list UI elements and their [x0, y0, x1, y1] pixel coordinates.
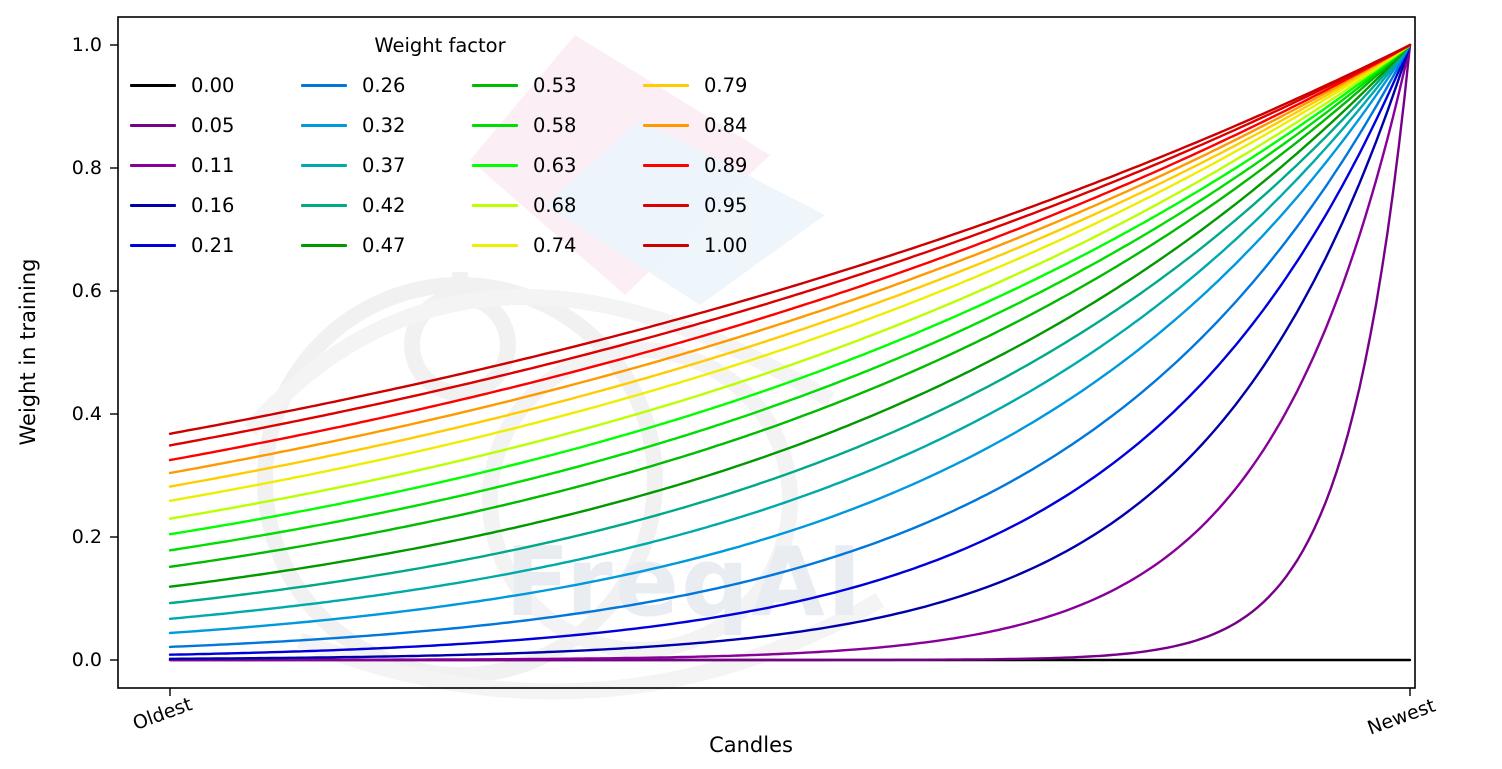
legend: Weight factor 0.00 0.26 0.53 0.79 0.05 0.32 0.…: [130, 34, 814, 257]
legend-label: 0.84: [704, 114, 748, 137]
legend-item: 0.68: [472, 194, 643, 217]
legend-line-sample: [643, 84, 689, 87]
legend-line-sample: [643, 164, 689, 167]
legend-label: 0.58: [533, 114, 577, 137]
legend-item: 0.37: [301, 154, 472, 177]
y-tick-label: 0.6: [71, 280, 102, 302]
legend-line-sample: [472, 84, 518, 87]
legend-label: 0.26: [362, 74, 406, 97]
y-tick-label: 0.4: [71, 403, 102, 425]
legend-item: 0.79: [643, 74, 814, 97]
legend-label: 0.42: [362, 194, 406, 217]
y-tick-label: 0.0: [71, 649, 102, 671]
legend-label: 0.53: [533, 74, 577, 97]
legend-label: 0.16: [191, 194, 235, 217]
legend-line-sample: [643, 124, 689, 127]
legend-item: 0.74: [472, 234, 643, 257]
legend-item: 0.21: [130, 234, 301, 257]
legend-label: 0.11: [191, 154, 235, 177]
legend-item: 0.32: [301, 114, 472, 137]
legend-item: 0.16: [130, 194, 301, 217]
legend-grid: 0.00 0.26 0.53 0.79 0.05 0.32 0.58 0.84 0.11 0.37…: [130, 74, 814, 257]
legend-line-sample: [130, 84, 176, 87]
legend-item: 0.89: [643, 154, 814, 177]
legend-line-sample: [472, 164, 518, 167]
legend-line-sample: [130, 164, 176, 167]
legend-item: 0.05: [130, 114, 301, 137]
legend-label: 0.37: [362, 154, 406, 177]
y-axis-label: Weight in training: [16, 258, 40, 446]
legend-item: 0.11: [130, 154, 301, 177]
legend-label: 0.95: [704, 194, 748, 217]
legend-line-sample: [301, 84, 347, 87]
x-axis-label: Candles: [709, 733, 793, 757]
legend-item: 1.00: [643, 234, 814, 257]
y-tick-label: 0.2: [71, 526, 102, 548]
legend-title: Weight factor: [374, 34, 506, 57]
legend-line-sample: [130, 244, 176, 247]
legend-item: 0.00: [130, 74, 301, 97]
legend-line-sample: [472, 204, 518, 207]
legend-line-sample: [130, 204, 176, 207]
legend-label: 0.00: [191, 74, 235, 97]
legend-label: 0.32: [362, 114, 406, 137]
legend-label: 0.47: [362, 234, 406, 257]
watermark-stopwatch-outline: [243, 272, 884, 700]
legend-item: 0.26: [301, 74, 472, 97]
legend-line-sample: [301, 244, 347, 247]
legend-label: 0.74: [533, 234, 577, 257]
legend-line-sample: [130, 124, 176, 127]
legend-item: 0.53: [472, 74, 643, 97]
legend-label: 0.21: [191, 234, 235, 257]
legend-item: 0.42: [301, 194, 472, 217]
watermark-text: FreqAI: [505, 528, 864, 638]
legend-line-sample: [301, 124, 347, 127]
legend-line-sample: [301, 204, 347, 207]
legend-line-sample: [643, 204, 689, 207]
legend-item: 0.47: [301, 234, 472, 257]
legend-label: 1.00: [704, 234, 748, 257]
legend-label: 0.63: [533, 154, 577, 177]
legend-item: 0.84: [643, 114, 814, 137]
legend-label: 0.05: [191, 114, 235, 137]
y-tick-label: 0.8: [71, 157, 102, 179]
legend-item: 0.58: [472, 114, 643, 137]
legend-label: 0.68: [533, 194, 577, 217]
legend-item: 0.95: [643, 194, 814, 217]
legend-line-sample: [643, 244, 689, 247]
legend-label: 0.89: [704, 154, 748, 177]
legend-item: 0.63: [472, 154, 643, 177]
legend-line-sample: [301, 164, 347, 167]
legend-line-sample: [472, 124, 518, 127]
legend-label: 0.79: [704, 74, 748, 97]
y-tick-label: 1.0: [71, 34, 102, 56]
legend-line-sample: [472, 244, 518, 247]
